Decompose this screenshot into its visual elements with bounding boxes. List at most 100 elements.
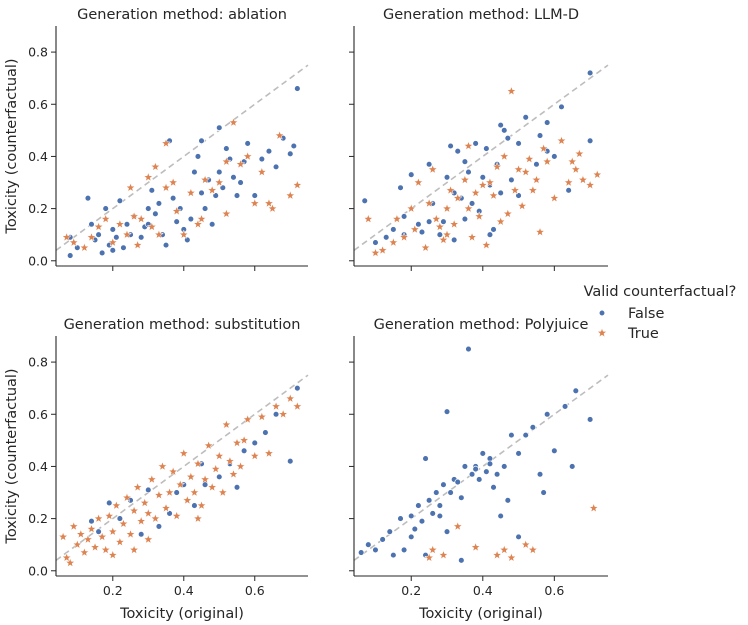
data-point-true — [256, 411, 267, 422]
data-point-false — [422, 455, 429, 462]
data-point-false — [166, 510, 173, 517]
data-point-false — [191, 502, 198, 509]
data-point-false — [233, 484, 241, 491]
data-point-false — [475, 476, 483, 483]
data-point-false — [497, 121, 504, 129]
data-point-false — [400, 213, 408, 220]
panel-substitution: Generation method: substitution Toxicity… — [4, 317, 309, 622]
data-point-true — [217, 487, 228, 497]
data-point-false — [504, 497, 512, 504]
data-point-true — [406, 203, 417, 213]
data-point-false — [152, 210, 159, 218]
data-point-false — [102, 205, 109, 212]
data-point-false — [551, 153, 558, 160]
data-point-true — [377, 245, 388, 255]
data-point-false — [272, 411, 280, 418]
data-point-true — [178, 448, 189, 458]
data-point-true — [192, 513, 204, 523]
data-point-true — [146, 474, 157, 484]
data-point-false — [454, 147, 461, 155]
legend-entry-false: False — [598, 306, 664, 322]
data-point-true — [449, 218, 460, 229]
data-point-true — [459, 174, 470, 185]
data-point-true — [160, 138, 172, 148]
data-point-true — [470, 187, 481, 198]
data-point-false — [116, 197, 124, 205]
data-point-true — [242, 414, 253, 424]
data-point-false — [407, 533, 415, 541]
data-point-true — [556, 135, 567, 146]
data-point-true — [531, 174, 542, 185]
data-point-true — [196, 213, 207, 224]
data-point-true — [242, 151, 253, 161]
data-point-true — [114, 218, 125, 229]
data-point-false — [113, 234, 120, 241]
data-point-false — [98, 249, 106, 257]
data-point-false — [216, 168, 223, 176]
data-point-true — [424, 552, 435, 563]
data-point-true — [86, 231, 97, 242]
data-point-false — [425, 161, 433, 168]
data-point-true — [231, 437, 243, 448]
data-point-false — [440, 218, 447, 225]
data-point-true — [256, 166, 267, 177]
data-point-true — [271, 401, 282, 411]
data-point-false — [145, 486, 152, 494]
data-point-false — [397, 184, 404, 191]
data-point-true — [285, 190, 296, 200]
data-point-false — [88, 221, 95, 228]
data-point-false — [191, 168, 198, 176]
data-point-false — [258, 155, 266, 163]
data-point-true — [524, 153, 535, 164]
data-point-true — [125, 528, 136, 539]
data-point-false — [483, 468, 490, 475]
data-point-false — [508, 431, 515, 439]
x-tick-label: 0.2 — [401, 583, 421, 598]
data-point-false — [540, 489, 547, 496]
data-point-false — [294, 384, 301, 392]
data-point-true — [207, 185, 218, 195]
panel-llm-d: Generation method: LLM-D — [349, 7, 609, 271]
data-point-false — [501, 463, 508, 470]
data-point-true — [111, 500, 122, 510]
data-point-true — [121, 492, 133, 503]
data-point-true — [588, 502, 599, 513]
data-point-true — [82, 534, 93, 544]
data-point-true — [132, 239, 143, 250]
data-point-false — [169, 194, 177, 202]
data-point-true — [210, 463, 221, 474]
y-tick-label: 0.4 — [28, 149, 48, 164]
data-point-true — [228, 468, 239, 479]
data-point-false — [272, 163, 280, 171]
data-point-true — [388, 237, 399, 247]
data-point-true — [467, 231, 478, 242]
panel-title: Generation method: Polyjuice — [374, 317, 589, 333]
data-point-true — [470, 541, 481, 552]
y-tick-label: 0.8 — [28, 355, 48, 370]
data-point-true — [370, 247, 381, 258]
data-point-false — [433, 489, 440, 496]
data-point-true — [285, 393, 296, 403]
data-point-false — [251, 439, 259, 447]
data-point-false — [479, 450, 487, 457]
data-point-true — [363, 213, 374, 224]
data-point-true — [72, 539, 83, 549]
data-point-true — [474, 211, 485, 221]
data-point-false — [586, 69, 594, 77]
data-point-true — [492, 161, 503, 172]
data-point-false — [109, 226, 117, 233]
data-point-true — [463, 203, 474, 213]
data-point-true — [492, 549, 503, 560]
data-point-true — [65, 557, 76, 568]
data-point-false — [490, 226, 497, 233]
data-point-true — [185, 187, 196, 198]
data-point-false — [198, 137, 205, 145]
data-point-false — [418, 517, 426, 525]
data-point-true — [214, 177, 225, 187]
data-point-false — [173, 489, 180, 496]
data-point-true — [89, 541, 101, 552]
data-point-false — [568, 463, 576, 470]
data-point-true — [93, 513, 104, 523]
data-point-false — [372, 546, 379, 554]
